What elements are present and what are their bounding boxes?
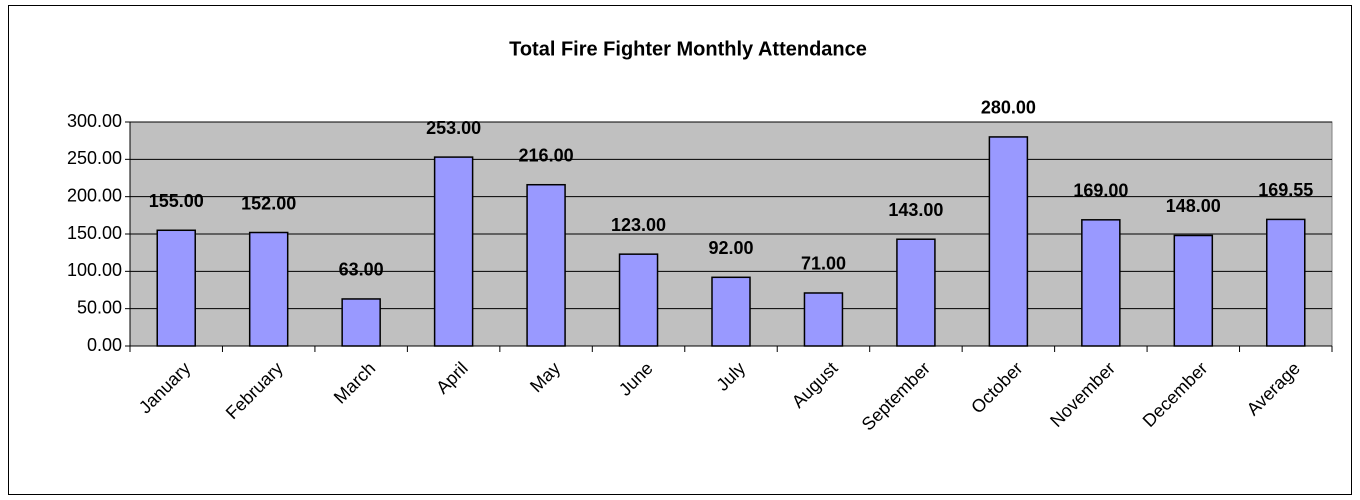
data-label: 71.00 (801, 254, 846, 274)
data-label: 155.00 (149, 191, 204, 211)
data-label: 143.00 (888, 200, 943, 220)
bar (711, 276, 751, 347)
bar (341, 298, 381, 347)
y-tick-label: 150.00 (67, 223, 122, 243)
y-tick-label: 200.00 (67, 185, 122, 205)
y-tick-label: 50.00 (77, 297, 122, 317)
data-label: 148.00 (1166, 196, 1221, 216)
data-label: 169.00 (1073, 181, 1128, 201)
bar (1173, 234, 1214, 347)
data-label: 216.00 (519, 145, 574, 165)
bar (156, 229, 196, 347)
bar (803, 292, 844, 347)
bar (618, 253, 659, 347)
y-tick-label: 250.00 (67, 148, 122, 168)
bar (526, 183, 566, 347)
bar (1081, 219, 1121, 347)
bar (433, 156, 474, 347)
data-label: 280.00 (981, 98, 1036, 118)
data-label: 123.00 (611, 215, 666, 235)
bar (1266, 218, 1306, 347)
data-label: 169.55 (1258, 180, 1313, 200)
bar (988, 136, 1029, 347)
y-tick-label: 300.00 (67, 111, 122, 131)
bar (248, 231, 289, 347)
data-label: 92.00 (708, 238, 753, 258)
data-label: 152.00 (241, 193, 296, 213)
y-tick-label: 100.00 (67, 260, 122, 280)
data-label: 63.00 (339, 260, 384, 280)
bar (896, 238, 936, 347)
y-tick-label: 0.00 (87, 335, 122, 355)
chart-title: Total Fire Fighter Monthly Attendance (509, 38, 867, 60)
data-label: 253.00 (426, 118, 481, 138)
